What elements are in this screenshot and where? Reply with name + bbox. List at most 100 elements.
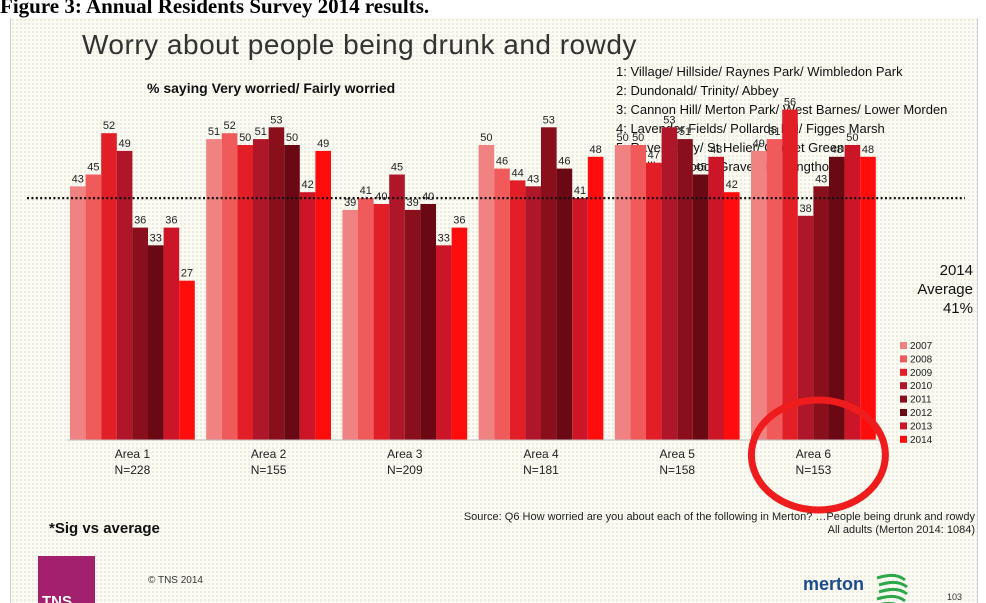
bar-value-label: 43	[527, 173, 539, 185]
bar-value-label: 41	[574, 185, 586, 197]
source-note: Source: Q6 How worried are you about eac…	[311, 511, 975, 537]
legend-swatch	[900, 435, 907, 443]
merton-logo: merton	[803, 570, 913, 603]
bar-value-label: 51	[255, 126, 267, 138]
legend-swatch	[900, 355, 907, 363]
bar	[797, 215, 814, 440]
category-label: Area 2	[251, 447, 287, 461]
bar	[85, 174, 102, 440]
bar	[782, 109, 798, 440]
category-n-label: N=181	[523, 463, 559, 477]
bar	[116, 150, 133, 440]
bar-value-label: 47	[648, 150, 660, 162]
source-line: Source: Q6 How worried are you about eac…	[463, 511, 975, 523]
bar	[829, 156, 845, 441]
bar-value-label: 50	[846, 132, 858, 144]
bar-value-label: 49	[753, 138, 765, 150]
bar	[556, 168, 573, 440]
category-n-label: N=228	[115, 463, 151, 477]
bar-value-label: 48	[710, 144, 722, 156]
bar-value-label: 53	[543, 114, 555, 126]
bar	[677, 139, 693, 440]
bar-value-label: 40	[375, 191, 387, 203]
bar-value-label: 50	[480, 132, 492, 144]
bar	[253, 139, 269, 440]
bar	[478, 145, 495, 440]
bar	[751, 150, 767, 440]
legend-label: 2011	[910, 395, 932, 406]
bar	[525, 186, 541, 440]
bar-value-label: 44	[511, 167, 523, 179]
bar	[436, 245, 452, 440]
bar-value-label: 38	[799, 203, 811, 215]
bar	[420, 204, 436, 440]
category-n-label: N=153	[796, 463, 832, 477]
bar-value-label: 48	[831, 144, 843, 156]
bar-value-label: 53	[663, 114, 675, 126]
category-n-label: N=158	[659, 463, 695, 477]
area-key-item: 3: Cannon Hill/ Merton Park/ West Barnes…	[616, 102, 948, 117]
legend-swatch	[900, 409, 907, 416]
legend-swatch	[900, 382, 907, 390]
legend-swatch	[900, 422, 907, 430]
slide-title: Worry about people being drunk and rowdy	[82, 29, 637, 60]
legend-label: 2010	[910, 381, 933, 392]
significance-note: *Sig vs average	[49, 520, 160, 537]
bar-value-label: 45	[694, 162, 706, 174]
bar	[509, 180, 526, 440]
bar-value-label: 36	[165, 215, 177, 227]
bar	[268, 127, 285, 441]
bar-value-label: 51	[768, 126, 780, 138]
category-label: Area 4	[523, 447, 559, 461]
bar	[587, 156, 604, 441]
bar	[404, 209, 421, 440]
bar-value-label: 43	[815, 173, 827, 185]
bar	[844, 145, 861, 440]
category-label: Area 5	[660, 447, 696, 461]
figure-caption: Figure 3: Annual Residents Survey 2014 r…	[0, 0, 430, 18]
bar-value-label: 51	[208, 126, 220, 138]
source-line: All adults (Merton 2014: 1084)	[827, 524, 975, 536]
bar-value-label: 41	[360, 185, 372, 197]
bar	[572, 198, 588, 440]
bar	[148, 245, 164, 440]
bar	[221, 133, 238, 440]
bar-value-label: 48	[589, 144, 601, 156]
bar	[724, 192, 740, 440]
bar	[284, 145, 300, 440]
bar	[373, 204, 390, 440]
bar-value-label: 46	[496, 156, 508, 168]
bar-value-label: 49	[317, 138, 329, 150]
legend-label: 2009	[910, 368, 933, 379]
bar-value-label: 36	[134, 215, 146, 227]
bar-value-label: 53	[270, 114, 282, 126]
legend-label: 2012	[910, 408, 933, 419]
legend-label: 2007	[910, 341, 933, 352]
category-label: Area 3	[387, 447, 423, 461]
bar	[541, 127, 557, 441]
bar	[163, 227, 180, 440]
bar-value-label: 43	[72, 173, 84, 185]
bar-value-label: 39	[344, 197, 356, 209]
merton-logo-text: merton	[803, 574, 865, 594]
merton-swirl-icon	[876, 573, 908, 603]
tns-logo: TNS	[38, 556, 95, 603]
slide: Worry about people being drunk and rowdy…	[10, 18, 978, 603]
bar	[661, 127, 678, 441]
bar-value-label: 46	[558, 156, 570, 168]
bar-value-label: 50	[616, 132, 628, 144]
bar	[315, 150, 331, 440]
average-label: 2014 Average 41%	[903, 261, 973, 318]
legend-swatch	[900, 342, 907, 349]
chart-subtitle: % saying Very worried/ Fairly worried	[147, 80, 396, 96]
bar-value-label: 52	[103, 120, 115, 132]
category-n-label: N=155	[251, 463, 287, 477]
bar-value-label: 45	[391, 162, 403, 174]
copyright-text: © TNS 2014	[148, 575, 203, 586]
bar-value-label: 50	[286, 132, 298, 144]
bar-value-label: 33	[438, 232, 450, 244]
average-label-word: Average	[917, 281, 973, 298]
highlight-circle	[747, 396, 889, 514]
bar-value-label: 52	[223, 120, 235, 132]
tns-logo-text: TNS	[42, 593, 72, 603]
